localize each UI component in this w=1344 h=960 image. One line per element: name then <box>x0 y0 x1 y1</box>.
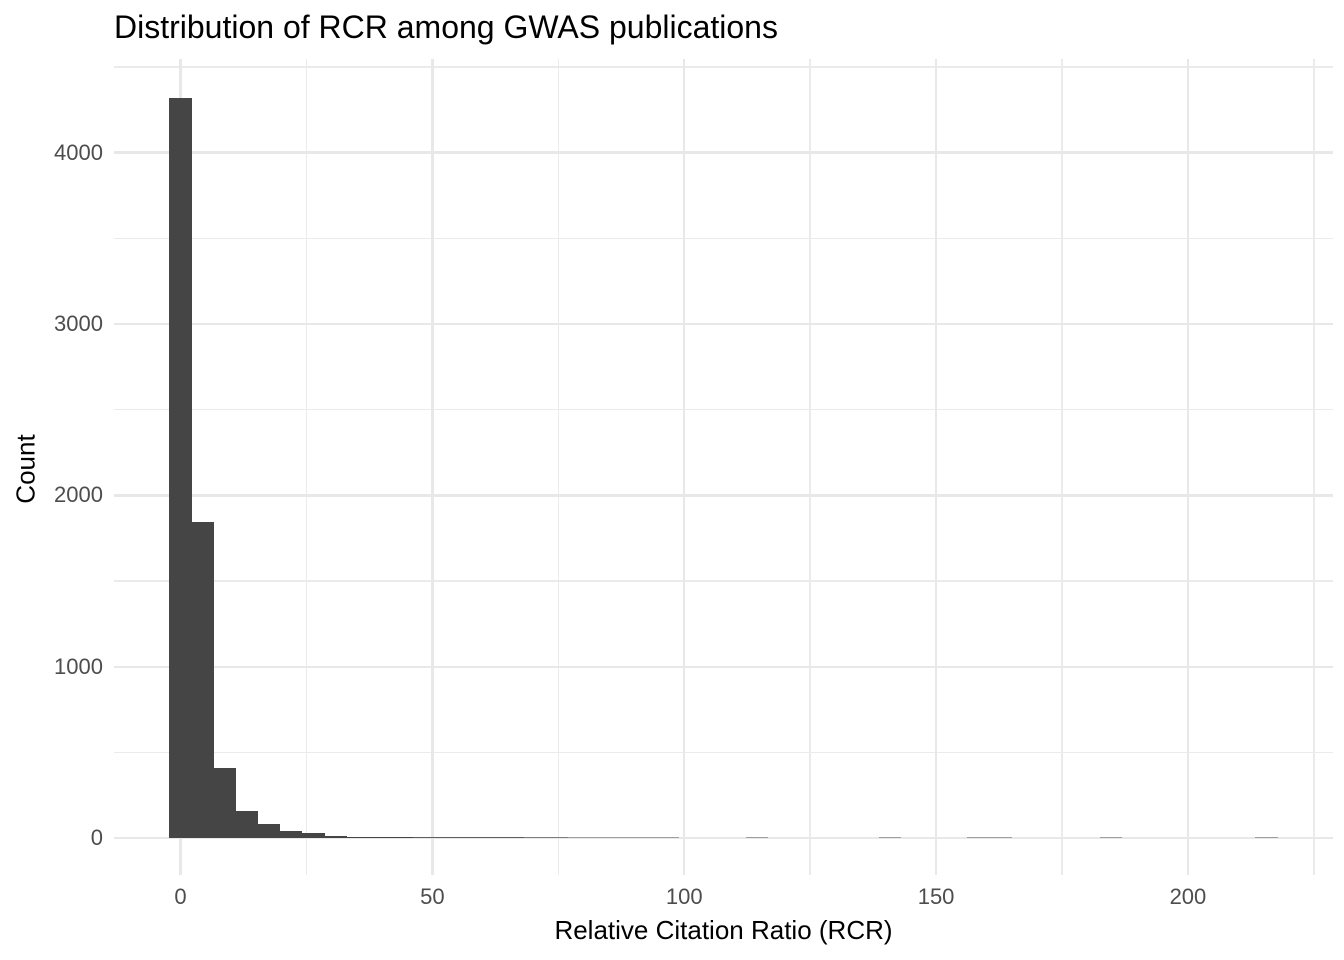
x-tick-label: 100 <box>665 884 703 909</box>
histogram-bar <box>191 521 214 839</box>
histogram-bar <box>634 837 657 839</box>
histogram-bar <box>302 833 325 839</box>
y-tick-label: 3000 <box>54 310 103 336</box>
histogram-bar <box>568 837 591 839</box>
histogram-bar <box>612 837 635 839</box>
histogram-bar <box>457 837 480 839</box>
y-axis-title: Count <box>10 434 41 504</box>
histogram-bar <box>346 836 369 839</box>
histogram-bar <box>546 837 569 839</box>
histogram-bar <box>878 837 901 839</box>
plot-panel <box>114 59 1333 875</box>
x-major-gridline <box>431 59 434 875</box>
x-major-gridline <box>934 59 938 875</box>
histogram-bar <box>1100 837 1123 839</box>
histogram-bar <box>479 837 502 839</box>
histogram-bar <box>324 835 347 839</box>
histogram-bar <box>235 810 259 839</box>
histogram-bar <box>413 837 436 839</box>
histogram-bar <box>280 831 303 839</box>
y-tick-label: 4000 <box>54 139 103 165</box>
y-major-gridline <box>114 494 1333 497</box>
y-minor-gridline <box>114 580 1333 582</box>
x-tick-label: 50 <box>420 884 445 909</box>
y-major-gridline <box>114 151 1333 154</box>
y-major-gridline <box>114 665 1333 668</box>
histogram-bar <box>258 824 281 839</box>
histogram-bar <box>524 837 547 839</box>
histogram-bar <box>657 837 680 839</box>
x-minor-gridline <box>557 59 560 875</box>
chart-title: Distribution of RCR among GWAS publicati… <box>114 9 778 45</box>
x-tick-label: 200 <box>1169 884 1207 909</box>
x-axis-title: Relative Citation Ratio (RCR) <box>554 915 893 945</box>
y-minor-gridline <box>114 751 1333 754</box>
y-tick-label: 1000 <box>54 653 103 679</box>
y-tick-label: 2000 <box>54 482 103 508</box>
histogram-bar <box>590 837 613 839</box>
x-minor-gridline <box>305 59 308 875</box>
histogram-bar <box>989 837 1012 839</box>
histogram-bar <box>435 837 458 839</box>
histogram-bar <box>368 836 392 839</box>
histogram-bar <box>745 837 768 839</box>
histogram-bar <box>213 768 236 839</box>
y-minor-gridline <box>114 237 1333 240</box>
y-tick-label: 0 <box>90 825 103 851</box>
histogram-bar <box>169 97 192 839</box>
histogram-bar <box>1255 837 1278 839</box>
x-major-gridline <box>1186 59 1190 875</box>
x-tick-label: 150 <box>917 884 955 909</box>
x-minor-gridline <box>1061 59 1063 875</box>
x-minor-gridline <box>809 59 811 875</box>
y-minor-gridline <box>114 408 1333 411</box>
x-major-gridline <box>682 59 686 875</box>
histogram-bar <box>391 837 414 839</box>
y-major-gridline <box>114 836 1333 840</box>
x-minor-gridline <box>1313 59 1315 875</box>
y-minor-gridline <box>114 66 1333 68</box>
histogram-bar <box>967 837 990 839</box>
y-major-gridline <box>114 322 1333 326</box>
x-tick-label: 0 <box>174 884 187 909</box>
histogram-bar <box>501 837 525 839</box>
